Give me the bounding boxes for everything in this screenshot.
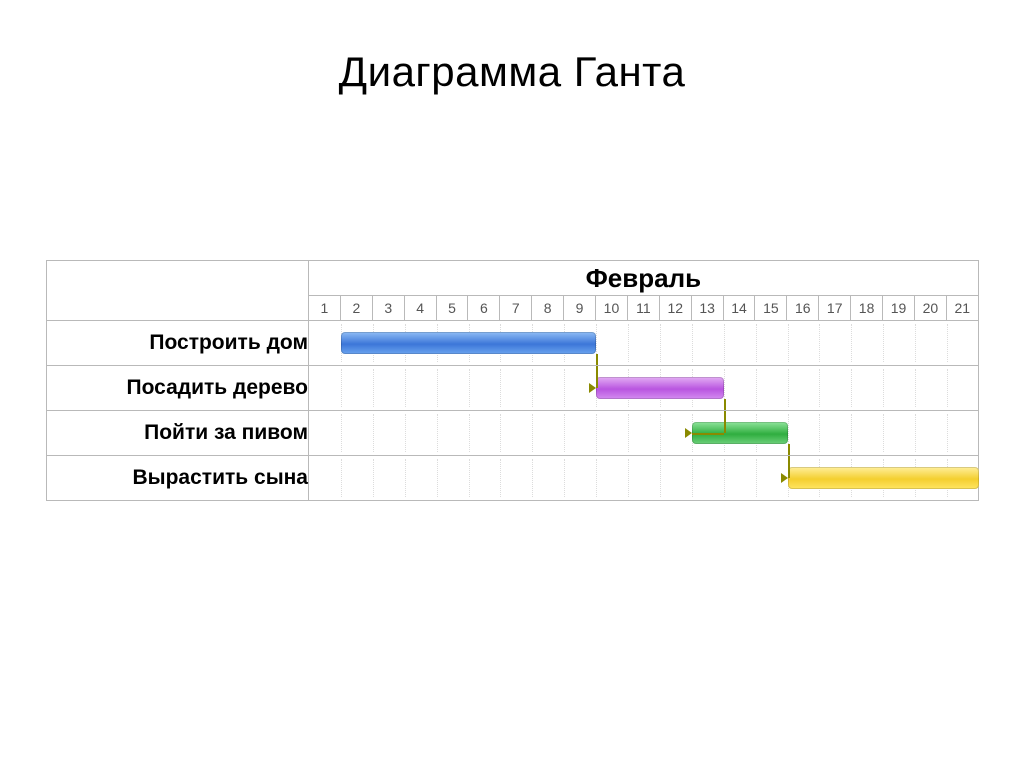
day-number: 10 [596, 296, 628, 321]
day-number: 12 [659, 296, 691, 321]
day-number: 18 [851, 296, 883, 321]
day-number: 5 [436, 296, 468, 321]
day-number: 2 [340, 296, 372, 321]
task-row: Пойти за пивом [47, 411, 979, 456]
gantt-chart: Февраль 12345678910111213141516171819202… [46, 260, 978, 501]
day-number: 7 [500, 296, 532, 321]
dependency-connector [692, 433, 724, 435]
gantt-bar [341, 332, 596, 354]
dependency-connector [724, 411, 726, 433]
day-number: 1 [309, 296, 341, 321]
day-number: 6 [468, 296, 500, 321]
gantt-table: Февраль 12345678910111213141516171819202… [46, 260, 979, 501]
dependency-arrow-icon [781, 473, 788, 483]
day-number: 19 [883, 296, 915, 321]
day-number: 14 [723, 296, 755, 321]
task-row: Построить дом [47, 321, 979, 366]
dependency-connector [596, 354, 598, 365]
day-number: 13 [691, 296, 723, 321]
day-number: 15 [755, 296, 787, 321]
task-chart-cell [309, 321, 979, 366]
dependency-connector [724, 399, 726, 410]
gantt-bar [596, 377, 724, 399]
header-blank [47, 261, 309, 321]
dependency-connector [788, 444, 790, 455]
page-title: Диаграмма Ганта [0, 0, 1024, 96]
task-label: Посадить дерево [47, 366, 309, 411]
day-number: 8 [532, 296, 564, 321]
day-number: 3 [372, 296, 404, 321]
task-label: Построить дом [47, 321, 309, 366]
dependency-connector [788, 456, 790, 478]
task-row: Вырастить сына [47, 456, 979, 501]
month-header: Февраль [309, 261, 979, 296]
task-label: Пойти за пивом [47, 411, 309, 456]
task-chart-cell [309, 411, 979, 456]
task-row: Посадить дерево [47, 366, 979, 411]
day-number: 16 [787, 296, 819, 321]
day-number: 9 [564, 296, 596, 321]
gantt-bar [788, 467, 979, 489]
day-number: 17 [819, 296, 851, 321]
task-label: Вырастить сына [47, 456, 309, 501]
dependency-arrow-icon [589, 383, 596, 393]
task-chart-cell [309, 366, 979, 411]
day-number: 20 [914, 296, 946, 321]
dependency-connector [596, 366, 598, 388]
day-number: 11 [627, 296, 659, 321]
dependency-arrow-icon [685, 428, 692, 438]
task-chart-cell [309, 456, 979, 501]
day-number: 21 [946, 296, 978, 321]
page: Диаграмма Ганта Февраль 1234567891011121… [0, 0, 1024, 767]
day-number: 4 [404, 296, 436, 321]
